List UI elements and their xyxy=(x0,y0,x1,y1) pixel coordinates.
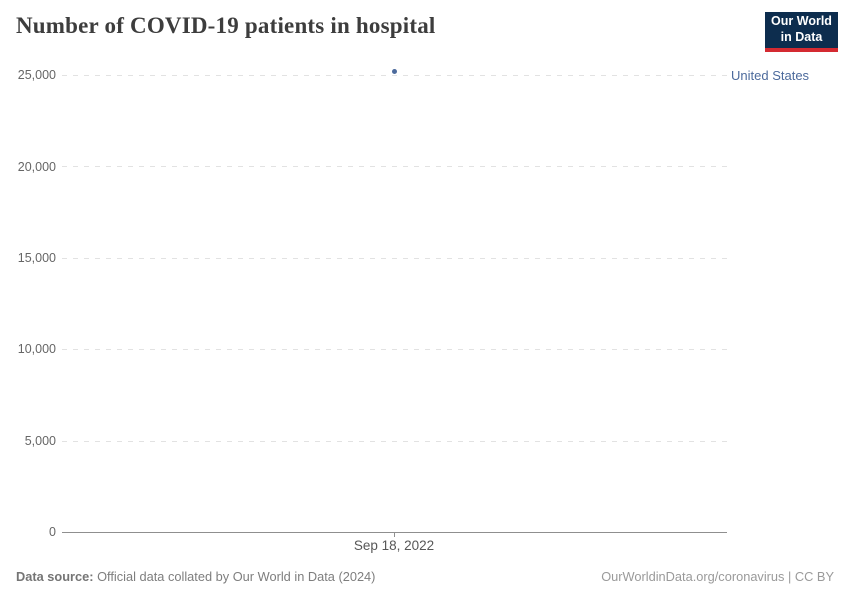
gridline xyxy=(62,257,727,259)
chart-title: Number of COVID-19 patients in hospital xyxy=(16,13,436,38)
y-axis-tick-label: 20,000 xyxy=(17,160,56,174)
data-point[interactable] xyxy=(392,68,397,74)
x-axis-tick xyxy=(394,532,395,537)
y-axis-tick-label: 10,000 xyxy=(17,342,56,356)
y-axis-tick-label: 0 xyxy=(49,525,56,539)
legend-entity-united-states[interactable]: United States xyxy=(731,68,810,83)
gridline xyxy=(62,75,727,76)
owid-logo-line2: in Data xyxy=(780,30,823,44)
credit-link[interactable]: OurWorldinData.org/coronavirus | CC BY xyxy=(601,569,834,584)
plot-area xyxy=(62,68,727,537)
y-axis-tick-label: 15,000 xyxy=(17,251,56,265)
gridline xyxy=(62,440,727,442)
x-axis-tick-label: Sep 18, 2022 xyxy=(353,538,435,553)
y-axis-tick-label: 5,000 xyxy=(24,434,56,448)
owid-logo[interactable]: Our World in Data xyxy=(765,12,838,52)
y-axis-tick-label: 25,000 xyxy=(17,68,56,82)
gridline xyxy=(62,166,727,168)
data-source-note: Data source: Official data collated by O… xyxy=(16,569,375,584)
owid-logo-line1: Our World xyxy=(771,14,832,29)
data-source-text: Official data collated by Our World in D… xyxy=(93,569,376,584)
gridline xyxy=(62,349,727,351)
data-source-label: Data source: xyxy=(16,569,94,584)
